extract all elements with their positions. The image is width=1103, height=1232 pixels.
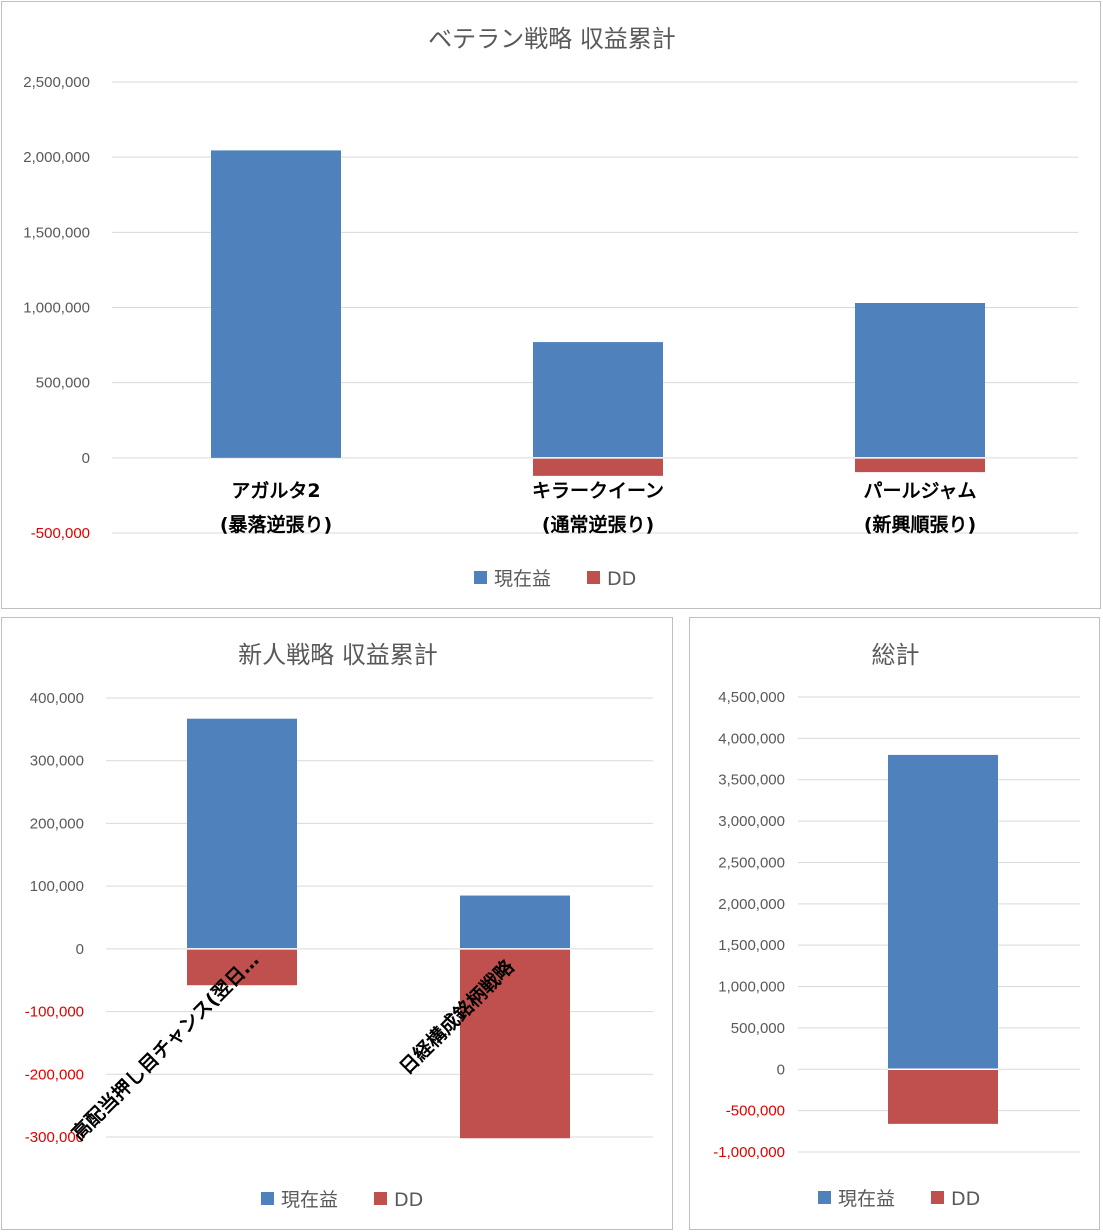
category-label: (暴落逆張り) [220, 513, 332, 536]
category-label: (通常逆張り) [542, 513, 654, 536]
y-tick-label: 4,000,000 [718, 730, 785, 747]
y-tick-label: 1,000,000 [718, 979, 785, 996]
total-chart-panel: 総計 4,500,000 4,000,000 3,500,000 3,000,000 2,… [689, 617, 1100, 1230]
legend-swatch-profit [474, 571, 487, 584]
y-tick-label: 2,500,000 [718, 854, 785, 871]
y-tick-label: 1,500,000 [718, 937, 785, 954]
y-tick-label: 500,000 [731, 1020, 785, 1037]
bar-profit [533, 342, 663, 458]
total-chart: 総計 4,500,000 4,000,000 3,500,000 3,000,000 2,… [713, 641, 1080, 1210]
legend-swatch-dd [587, 571, 600, 584]
y-tick-label: -300,000 [25, 1129, 84, 1146]
y-tick-label: -500,000 [31, 525, 90, 542]
y-tick-label: 2,000,000 [718, 896, 785, 913]
veteran-chart: ベテラン戦略 収益累計 2,500,000 2,000,000 1,500,000 1,… [23, 25, 1078, 590]
y-tick-label: 3,000,000 [718, 813, 785, 830]
y-tick-label: -100,000 [25, 1004, 84, 1021]
y-tick-label: 400,000 [30, 690, 84, 707]
legend-label-profit: 現在益 [281, 1189, 338, 1211]
y-tick-label: 500,000 [36, 375, 90, 392]
y-tick-label: 1,000,000 [23, 300, 90, 317]
y-tick-label: 1,500,000 [23, 224, 90, 241]
category-label: パールジャム [863, 480, 976, 502]
category-label: キラークイーン [532, 480, 664, 502]
y-tick-label: 0 [76, 941, 84, 958]
y-tick-label: 2,500,000 [23, 74, 90, 91]
legend-swatch-profit [261, 1192, 274, 1205]
legend-label-dd: DD [607, 568, 636, 590]
y-tick-label: -200,000 [25, 1066, 84, 1083]
rookie-chart: 新人戦略 収益累計 400,000 300,000 200,000 100,000 0 -1… [25, 641, 653, 1211]
chart-title: 新人戦略 収益累計 [238, 641, 438, 669]
y-tick-label: -500,000 [726, 1103, 785, 1120]
category-label: 高配当押し目チャンス(翌日… [67, 948, 264, 1145]
bar-profit [211, 150, 341, 458]
y-tick-label: 2,000,000 [23, 149, 90, 166]
y-tick-label: -1,000,000 [713, 1144, 785, 1161]
chart-title: 総計 [872, 641, 920, 669]
legend-label-profit: 現在益 [838, 1188, 895, 1210]
category-label: アガルタ2 [231, 480, 320, 502]
bar-profit [187, 718, 297, 949]
y-tick-label: 0 [777, 1061, 785, 1078]
category-label: (新興順張り) [864, 513, 976, 536]
bar-dd [460, 948, 570, 1139]
veteran-chart-panel: ベテラン戦略 収益累計 2,500,000 2,000,000 1,500,000 1,… [1, 1, 1101, 609]
bar-profit [855, 302, 985, 458]
legend-label-dd: DD [394, 1189, 423, 1211]
legend-swatch-profit [818, 1191, 831, 1204]
bar-dd [533, 457, 663, 476]
bar-dd [888, 1069, 998, 1124]
y-tick-label: 0 [82, 450, 90, 467]
y-tick-label: 4,500,000 [718, 689, 785, 706]
rookie-chart-panel: 新人戦略 収益累計 400,000 300,000 200,000 100,000 0 -1… [1, 617, 673, 1230]
legend-swatch-dd [374, 1192, 387, 1205]
bar-profit [888, 754, 998, 1070]
bar-dd [187, 948, 297, 986]
y-tick-label: 3,500,000 [718, 772, 785, 789]
bar-profit [460, 895, 570, 949]
chart-title: ベテラン戦略 収益累計 [428, 25, 676, 53]
y-tick-label: 300,000 [30, 753, 84, 770]
legend-label-dd: DD [951, 1188, 980, 1210]
y-tick-label: 100,000 [30, 878, 84, 895]
legend-label-profit: 現在益 [494, 568, 551, 590]
legend-swatch-dd [931, 1191, 944, 1204]
bar-dd [855, 457, 985, 473]
y-tick-label: 200,000 [30, 815, 84, 832]
